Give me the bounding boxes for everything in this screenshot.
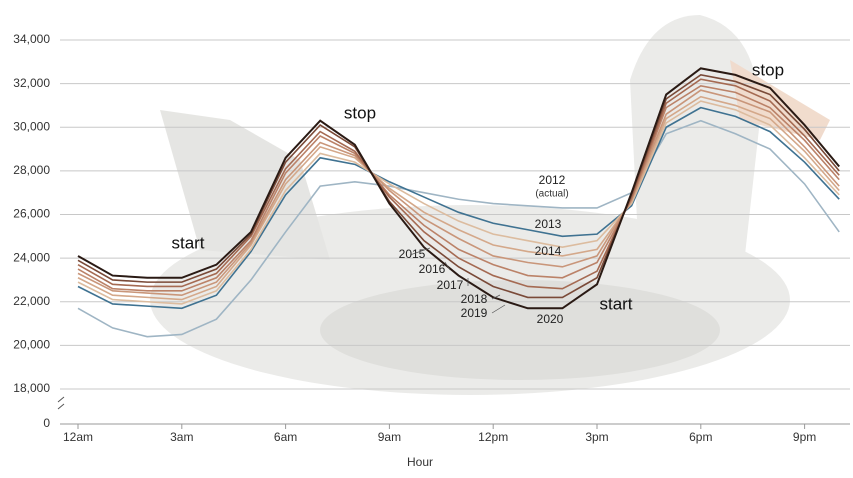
duck-illustration: [150, 15, 830, 395]
y-tick-label: 26,000: [13, 207, 50, 221]
series-label: 2016: [419, 262, 446, 276]
annotation: stop: [344, 103, 376, 122]
y-tick-label: 0: [43, 416, 50, 430]
series-label: 2012: [539, 173, 566, 187]
series-label: 2018: [461, 292, 488, 306]
x-tick-label: 12pm: [478, 430, 508, 444]
x-tick-label: 9am: [378, 430, 401, 444]
x-axis-label: Hour: [407, 455, 433, 469]
y-tick-label: 24,000: [13, 250, 50, 264]
series-label: 2014: [535, 244, 562, 258]
x-tick-label: 6pm: [689, 430, 712, 444]
x-tick-label: 6am: [274, 430, 297, 444]
y-tick-label: 32,000: [13, 76, 50, 90]
annotation: stop: [752, 60, 784, 79]
chart: Hour 0 18,000 20,000 22,000 24,000 26,000 28,0…: [0, 0, 853, 473]
y-tick-label: 28,000: [13, 163, 50, 177]
annotation: start: [599, 294, 632, 313]
x-tick-label: 12am: [63, 430, 93, 444]
series-note: (actual): [535, 189, 568, 200]
series-label: 2019: [461, 306, 488, 320]
y-tick-label: 22,000: [13, 294, 50, 308]
y-tick-label: 34,000: [13, 32, 50, 46]
x-tick-label: 3am: [170, 430, 193, 444]
y-tick-label: 18,000: [13, 381, 50, 395]
axis-break: [58, 397, 64, 409]
y-tick-label: 20,000: [13, 338, 50, 352]
x-tick-label: 3pm: [585, 430, 608, 444]
y-tick-label: 30,000: [13, 119, 50, 133]
series-label: 2017: [437, 278, 464, 292]
annotation: start: [171, 233, 204, 252]
series-label: 2020: [537, 312, 564, 326]
series-label: 2013: [535, 217, 562, 231]
x-tick-label: 9pm: [793, 430, 816, 444]
